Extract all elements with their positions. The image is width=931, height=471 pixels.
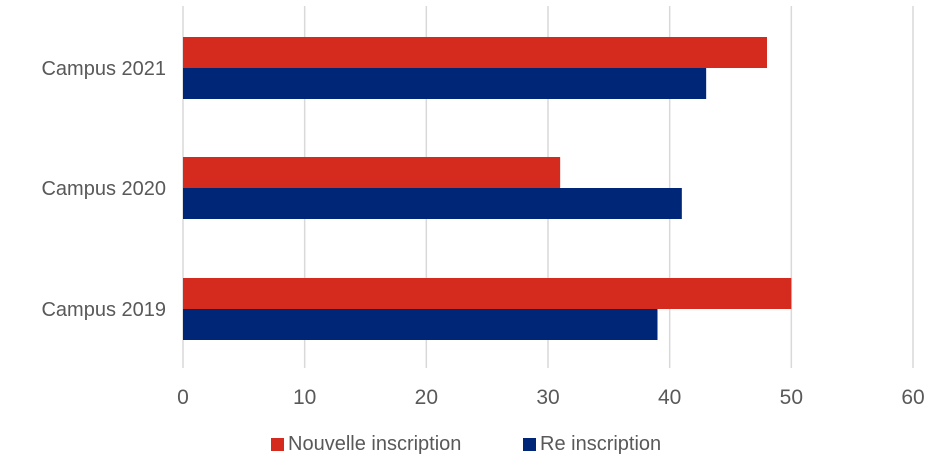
bar [183,278,792,309]
category-label: Campus 2021 [41,58,166,80]
x-axis-ticks: 0 10 20 30 40 50 60 [177,386,925,409]
x-tick-label: 10 [293,386,316,409]
legend-swatch [523,438,536,451]
x-tick-label: 60 [901,386,924,409]
bar [183,188,682,219]
x-tick-label: 40 [658,386,681,409]
legend-swatch [271,438,284,451]
category-label: Campus 2020 [41,178,166,200]
x-tick-label: 50 [780,386,803,409]
category-label: Campus 2019 [41,299,166,321]
legend-label: Re inscription [540,433,661,455]
x-tick-label: 30 [536,386,559,409]
x-tick-label: 0 [177,386,189,409]
bar [183,309,658,340]
bar [183,37,767,68]
legend: Nouvelle inscription Re inscription [271,433,661,455]
bars [183,37,792,340]
x-tick-label: 20 [415,386,438,409]
bar [183,68,707,99]
y-axis-categories: Campus 2021 Campus 2020 Campus 2019 [41,58,166,321]
bar [183,157,561,188]
legend-label: Nouvelle inscription [288,433,461,455]
